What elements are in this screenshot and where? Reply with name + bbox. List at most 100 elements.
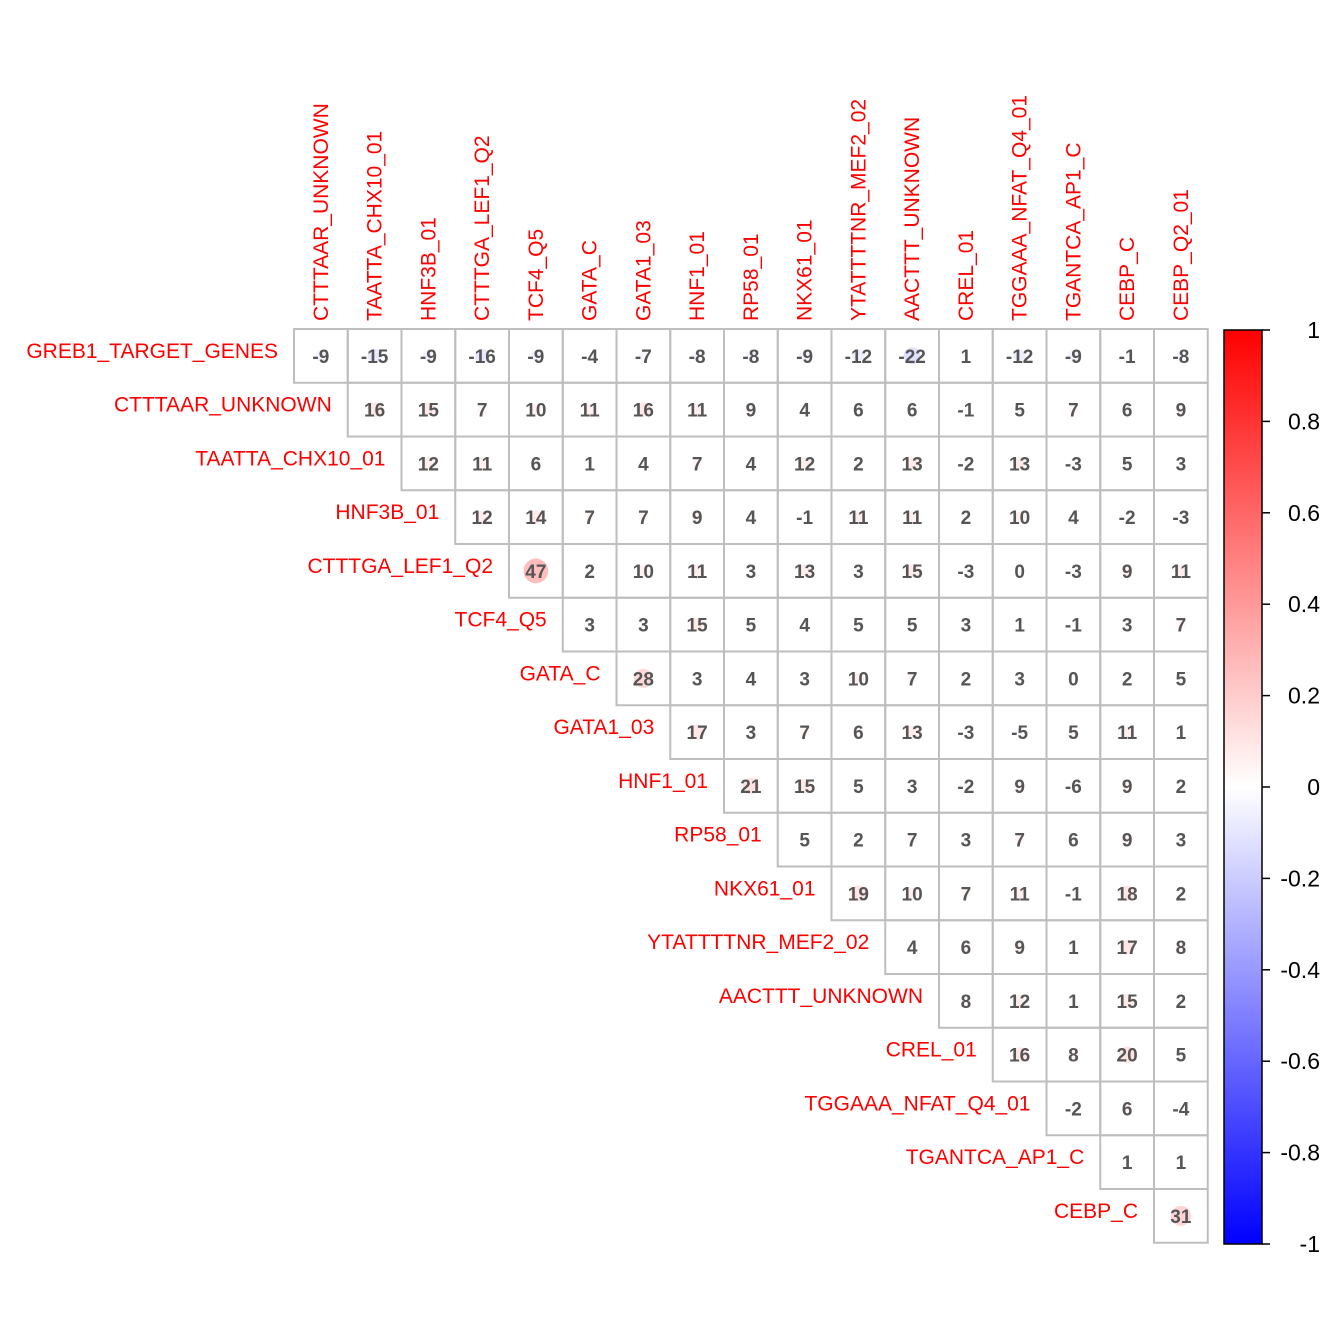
cell-value: 4 xyxy=(746,508,757,529)
cell-value: -2 xyxy=(1065,1099,1082,1120)
row-label: NKX61_01 xyxy=(714,877,816,900)
correlation-circle xyxy=(530,403,542,416)
cell-value: 15 xyxy=(418,401,440,422)
correlation-circle xyxy=(909,782,916,789)
cell-value: 11 xyxy=(687,562,708,583)
cell-value: 6 xyxy=(1122,401,1133,422)
cell-value: -2 xyxy=(957,454,974,475)
cell-value: 16 xyxy=(1009,1046,1030,1067)
correlation-circle xyxy=(802,515,807,519)
colorbar-tick-label: -0.4 xyxy=(1280,957,1320,983)
cell-value: -8 xyxy=(742,347,759,368)
correlation-circle xyxy=(1179,730,1183,734)
correlation-circle xyxy=(1013,456,1027,470)
cell-value: 11 xyxy=(472,454,493,475)
correlation-circle xyxy=(691,511,703,523)
correlation-circle xyxy=(960,995,971,1006)
correlation-circle xyxy=(638,351,649,361)
cell-value: -3 xyxy=(1065,454,1082,475)
correlation-circle xyxy=(1120,993,1135,1008)
cell-value: -4 xyxy=(1172,1099,1189,1120)
correlation-circle xyxy=(1068,404,1079,415)
correlation-circle xyxy=(907,673,917,684)
cell-value: 19 xyxy=(848,884,869,905)
cell-value: -8 xyxy=(1172,347,1189,368)
correlation-circle xyxy=(801,406,809,414)
cell-value: 0 xyxy=(1068,669,1079,690)
cell-value: -6 xyxy=(1065,777,1082,798)
correlation-circle xyxy=(1121,726,1134,739)
colorbar-tick-label: 0.8 xyxy=(1288,408,1320,434)
colorbar-tick-label: 0.6 xyxy=(1288,500,1320,526)
cell-value: 8 xyxy=(961,992,972,1013)
correlation-circle xyxy=(1014,941,1026,953)
correlation-circle xyxy=(692,350,703,361)
cell-value: 6 xyxy=(907,401,918,422)
row-label: TGANTCA_AP1_C xyxy=(906,1146,1085,1169)
correlation-circle xyxy=(1015,405,1024,414)
cell-value: 15 xyxy=(687,616,709,637)
correlation-circle xyxy=(1175,350,1186,361)
cell-value: 7 xyxy=(799,723,810,744)
correlation-circle xyxy=(1176,674,1185,683)
cell-value: 5 xyxy=(799,831,810,852)
correlation-circle xyxy=(1121,780,1133,792)
cell-value: -5 xyxy=(1011,723,1028,744)
cell-value: 7 xyxy=(692,454,703,475)
correlation-circle xyxy=(691,403,704,416)
cell-value: -9 xyxy=(1065,347,1082,368)
cell-value: -9 xyxy=(420,347,437,368)
correlation-circle xyxy=(1071,891,1076,896)
cell-value: -1 xyxy=(1065,616,1082,637)
cell-value: 9 xyxy=(1122,831,1133,852)
row-label: HNF3B_01 xyxy=(335,501,439,524)
cell-value: -15 xyxy=(361,347,389,368)
cell-value: 2 xyxy=(961,508,972,529)
correlation-circle xyxy=(906,887,918,900)
cell-value: 7 xyxy=(1014,831,1025,852)
cell-value: 7 xyxy=(1176,616,1187,637)
cell-value: -9 xyxy=(796,347,813,368)
correlation-circle xyxy=(1014,780,1026,792)
correlation-circle xyxy=(963,460,969,466)
correlation-circle xyxy=(587,568,593,574)
colorbar-tick-label: 0.4 xyxy=(1288,591,1320,617)
cell-value: 3 xyxy=(746,562,757,583)
cell-value: 3 xyxy=(638,616,649,637)
correlation-circle xyxy=(745,350,756,361)
cell-value: 12 xyxy=(1009,992,1030,1013)
correlation-circle xyxy=(1175,404,1187,416)
cell-value: 5 xyxy=(853,777,864,798)
correlation-circle xyxy=(962,729,969,736)
cell-value: 1 xyxy=(1176,1153,1187,1174)
cell-value: 3 xyxy=(907,777,918,798)
cell-value: 9 xyxy=(1176,401,1187,422)
column-label: CREL_01 xyxy=(955,230,978,321)
cell-value: 15 xyxy=(1117,992,1139,1013)
correlation-circle xyxy=(1176,1050,1185,1059)
correlation-circle xyxy=(799,727,810,737)
correlation-circle xyxy=(1070,1105,1076,1111)
correlation-circle xyxy=(797,778,812,793)
cell-value: 0 xyxy=(1014,562,1025,583)
correlation-circle xyxy=(800,835,809,844)
cell-value: 2 xyxy=(1176,777,1187,798)
correlation-circle xyxy=(690,617,705,632)
correlation-circle xyxy=(1170,1205,1191,1226)
cell-value: 9 xyxy=(1014,938,1025,959)
cell-value: 11 xyxy=(580,401,601,422)
correlation-circle xyxy=(530,350,542,362)
correlation-circle xyxy=(801,675,808,682)
cell-value: 11 xyxy=(687,401,708,422)
colorbar-tick-label: 0 xyxy=(1307,774,1320,800)
cell-value: 15 xyxy=(902,562,924,583)
correlation-circle xyxy=(1124,675,1130,681)
correlation-circle xyxy=(586,352,594,360)
cell-value: -2 xyxy=(1119,508,1136,529)
correlation-circle xyxy=(801,621,809,629)
correlation-circle xyxy=(1179,1160,1183,1164)
correlation-circle xyxy=(747,513,755,521)
correlation-circle xyxy=(367,402,382,417)
correlation-circle xyxy=(1174,564,1187,577)
cell-value: 7 xyxy=(1068,401,1079,422)
